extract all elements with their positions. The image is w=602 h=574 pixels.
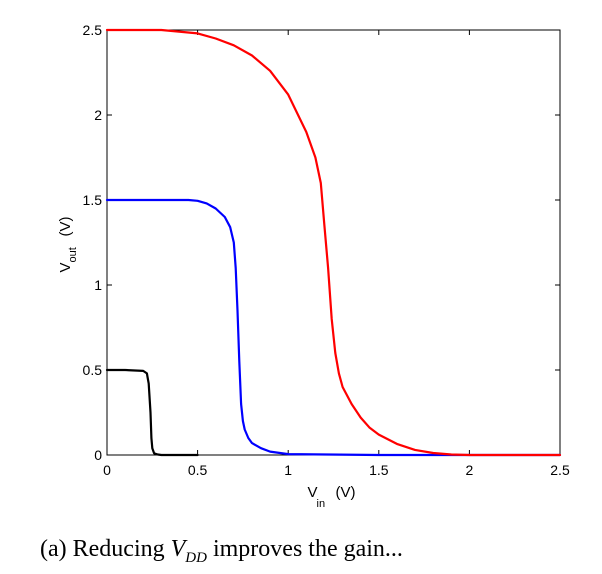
x-tick-label: 2.5 — [550, 462, 570, 478]
y-axis-title: V out (V) — [57, 217, 79, 273]
caption-suffix: improves the gain... — [206, 536, 403, 562]
series-line-0 — [105, 368, 199, 457]
y-tick-label: 1 — [94, 277, 102, 293]
caption-variable-subscript: DD — [185, 550, 207, 566]
caption-variable: V — [170, 536, 186, 562]
y-tick-label: 0.5 — [83, 362, 103, 378]
y-axis-title-main: V — [57, 262, 74, 272]
x-axis-title-sub: in — [317, 498, 326, 510]
transfer-curve-chart: 0 0.5 1 1.5 2 2.5 0 0.5 1 1.5 2 2.5 V out (V) V in … — [57, 22, 570, 510]
plot-frame — [106, 29, 561, 456]
x-axis-title-unit: (V) — [336, 484, 356, 501]
x-axis-title-main: V — [308, 484, 318, 501]
series-line-1 — [105, 198, 562, 457]
axis-ticks: 0 0.5 1 1.5 2 2.5 0 0.5 1 1.5 2 2.5 — [83, 22, 570, 478]
x-tick-label: 0 — [103, 462, 111, 478]
series-lines — [105, 28, 562, 457]
y-tick-label: 0 — [94, 447, 102, 463]
y-tick-label: 2.5 — [83, 22, 103, 38]
caption-prefix: (a) Reducing — [40, 536, 171, 562]
series-line-2 — [105, 28, 562, 457]
y-axis-title-sub: out — [67, 247, 79, 262]
y-tick-label: 2 — [94, 107, 102, 123]
y-tick-label: 1.5 — [83, 192, 103, 208]
x-tick-label: 2 — [466, 462, 474, 478]
x-tick-label: 0.5 — [188, 462, 208, 478]
figure-caption: (a) Reducing VDD improves the gain... — [40, 536, 403, 567]
y-axis-title-unit: (V) — [57, 217, 74, 237]
x-axis-title: V in (V) — [308, 484, 356, 510]
x-tick-label: 1.5 — [369, 462, 389, 478]
x-tick-label: 1 — [284, 462, 292, 478]
